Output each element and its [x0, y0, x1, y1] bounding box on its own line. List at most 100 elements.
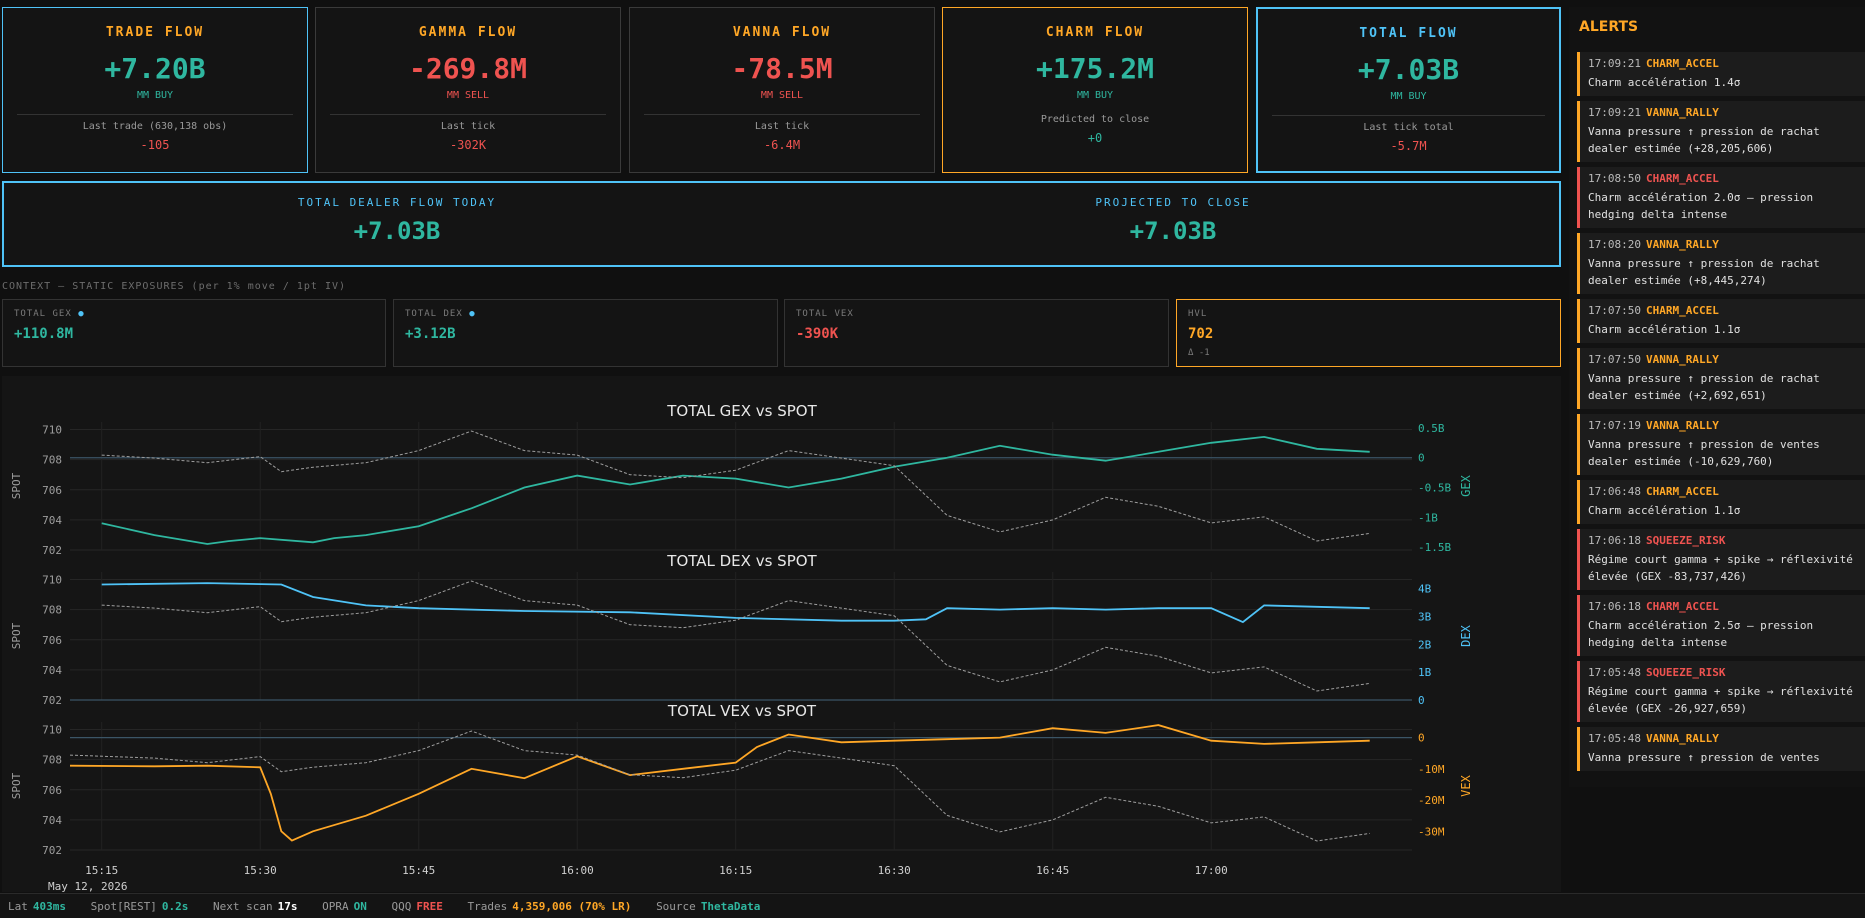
y-tick-label: 706: [42, 634, 62, 647]
chart-title: TOTAL DEX vs SPOT: [666, 552, 817, 570]
alert-message: Charm accélération 1.4σ: [1588, 76, 1741, 89]
alert-header: 17:07:50 VANNA_RALLY: [1588, 353, 1859, 366]
tile-label: HVL: [1188, 309, 1208, 319]
y2-tick-label: -10M: [1418, 763, 1445, 776]
alert-type: CHARM_ACCEL: [1645, 600, 1719, 613]
alert-type: VANNA_RALLY: [1645, 353, 1719, 366]
alert-time: 17:07:50: [1588, 353, 1641, 366]
live-dot-icon: ●: [469, 309, 476, 319]
card-note-value: -302K: [449, 138, 487, 152]
y2-tick-label: 2B: [1418, 638, 1432, 651]
card-side: MM BUY: [1076, 90, 1114, 101]
alert-message: Vanna pressure ↑ pression de ventes deal…: [1588, 438, 1820, 468]
dealer-flow-label: TOTAL DEALER FLOW TODAY: [297, 196, 497, 209]
alert-item[interactable]: 17:05:48 VANNA_RALLY Vanna pressure ↑ pres…: [1577, 727, 1865, 771]
y2-tick-label: 0: [1418, 732, 1425, 745]
tile-label: TOTAL GEX: [14, 309, 72, 319]
y-tick-label: 706: [42, 784, 62, 797]
card-title: VANNA FLOW: [732, 25, 832, 40]
status-label: OPRA: [322, 900, 349, 913]
status-qqq: QQQ FREE: [391, 900, 442, 913]
alert-item[interactable]: 17:06:18 SQUEEZE_RISK Régime court gamma +…: [1577, 529, 1865, 590]
live-dot-icon: ●: [78, 309, 85, 319]
alert-type: SQUEEZE_RISK: [1645, 666, 1726, 679]
status-label: Lat: [8, 900, 28, 913]
charm-flow-card: CHARM FLOW +175.2M MM BUY Predicted to c…: [942, 7, 1248, 173]
y2-tick-label: 1B: [1418, 666, 1432, 679]
alert-message: Charm accélération 2.0σ — pression hedgi…: [1588, 191, 1814, 221]
alert-item[interactable]: 17:06:18 CHARM_ACCEL Charm accélération 2.…: [1577, 595, 1865, 656]
spot-series-line: [69, 730, 1370, 842]
vanna-flow-card: VANNA FLOW -78.5M MM SELL Last tick -6.4…: [629, 7, 935, 173]
x-tick-label: 17:00: [1195, 864, 1228, 877]
card-note-value: -105: [140, 138, 170, 152]
alert-time: 17:08:50: [1588, 172, 1641, 185]
card-title: TRADE FLOW: [105, 25, 205, 40]
alert-item[interactable]: 17:08:50 CHARM_ACCEL Charm accélération 2.…: [1577, 167, 1865, 228]
status-bar: Lat 403ms Spot[REST] 0.2s Next scan 17s OPR…: [0, 893, 1865, 918]
alert-item[interactable]: 17:08:20 VANNA_RALLY Vanna pressure ↑ pres…: [1577, 233, 1865, 294]
gex-series-line: [101, 435, 1370, 545]
card-side: MM SELL: [446, 90, 490, 101]
spot-series-line: [101, 580, 1370, 692]
alert-message: Vanna pressure ↑ pression de rachat deal…: [1588, 372, 1820, 402]
tile-value: +110.8M: [14, 326, 74, 342]
card-note: Last tick: [754, 121, 810, 132]
y-tick-label: 704: [42, 814, 62, 827]
alert-header: 17:09:21 CHARM_ACCEL: [1588, 57, 1859, 70]
y-tick-label: 702: [42, 844, 62, 857]
y2-tick-label: 3B: [1418, 611, 1432, 624]
alert-time: 17:08:20: [1588, 238, 1641, 251]
alert-type: CHARM_ACCEL: [1645, 57, 1719, 70]
alert-item[interactable]: 17:06:48 CHARM_ACCEL Charm accélération 1.…: [1577, 480, 1865, 524]
card-title: GAMMA FLOW: [418, 25, 518, 40]
exposure-charts-svg[interactable]: TOTAL GEX vs SPOT 710 708 706 704 702 0.5B 0 -0.…: [2, 376, 1561, 892]
alert-header: 17:09:21 VANNA_RALLY: [1588, 106, 1859, 119]
exposure-charts-panel[interactable]: TOTAL GEX vs SPOT 710 708 706 704 702 0.5B 0 -0.…: [2, 376, 1561, 892]
y-tick-label: 708: [42, 454, 62, 467]
alert-time: 17:06:18: [1588, 600, 1641, 613]
context-label: CONTEXT — STATIC EXPOSURES (per 1% move …: [2, 281, 347, 292]
card-side: MM BUY: [1390, 91, 1427, 102]
y-axis-label: SPOT: [10, 472, 23, 499]
status-label: Next scan: [212, 900, 273, 913]
tile-label: TOTAL DEX: [405, 309, 463, 319]
spot-series-line: [101, 430, 1370, 542]
alerts-list[interactable]: 17:09:21 CHARM_ACCEL Charm accélération 1.…: [1577, 52, 1865, 790]
alert-item[interactable]: 17:07:50 CHARM_ACCEL Charm accélération 1.…: [1577, 299, 1865, 343]
trade-flow-card: TRADE FLOW +7.20B MM BUY Last trade (630…: [2, 7, 308, 173]
status-spot: Spot[REST] 0.2s: [91, 900, 189, 913]
alert-item[interactable]: 17:09:21 CHARM_ACCEL Charm accélération 1.…: [1577, 52, 1865, 96]
alert-time: 17:09:21: [1588, 106, 1641, 119]
alert-item[interactable]: 17:09:21 VANNA_RALLY Vanna pressure ↑ pres…: [1577, 101, 1865, 162]
alert-time: 17:06:48: [1588, 485, 1641, 498]
status-value: 0.2s: [161, 900, 189, 913]
alert-header: 17:05:48 SQUEEZE_RISK: [1588, 666, 1859, 679]
alert-message: Régime court gamma + spike → réflexivité…: [1588, 553, 1853, 583]
y2-tick-label: -30M: [1418, 825, 1445, 838]
alert-type: VANNA_RALLY: [1645, 732, 1719, 745]
x-tick-label: 15:45: [402, 864, 435, 877]
card-value: +175.2M: [1035, 52, 1154, 85]
alert-time: 17:05:48: [1588, 732, 1641, 745]
y2-tick-label: -1.5B: [1418, 541, 1451, 554]
status-source: Source ThetaData: [656, 900, 760, 913]
y2-tick-label: -0.5B: [1418, 481, 1451, 494]
tile-value: -390K: [796, 326, 839, 342]
alert-item[interactable]: 17:05:48 SQUEEZE_RISK Régime court gamma +…: [1577, 661, 1865, 722]
x-tick-label: 16:30: [878, 864, 911, 877]
status-label: QQQ: [391, 900, 412, 913]
x-tick-label: 16:00: [561, 864, 594, 877]
alert-header: 17:06:18 SQUEEZE_RISK: [1588, 534, 1859, 547]
total-gex-tile: TOTAL GEX ● +110.8M: [2, 299, 386, 367]
alert-item[interactable]: 17:07:50 VANNA_RALLY Vanna pressure ↑ pres…: [1577, 348, 1865, 409]
y2-tick-label: 0: [1418, 694, 1425, 707]
card-title: CHARM FLOW: [1045, 25, 1145, 40]
alert-item[interactable]: 17:07:19 VANNA_RALLY Vanna pressure ↑ pres…: [1577, 414, 1865, 475]
y-tick-label: 708: [42, 604, 62, 617]
y-tick-label: 710: [42, 424, 62, 437]
alert-header: 17:07:19 VANNA_RALLY: [1588, 419, 1859, 432]
alert-type: VANNA_RALLY: [1645, 106, 1719, 119]
x-tick-label: 15:15: [85, 864, 118, 877]
alert-header: 17:05:48 VANNA_RALLY: [1588, 732, 1859, 745]
